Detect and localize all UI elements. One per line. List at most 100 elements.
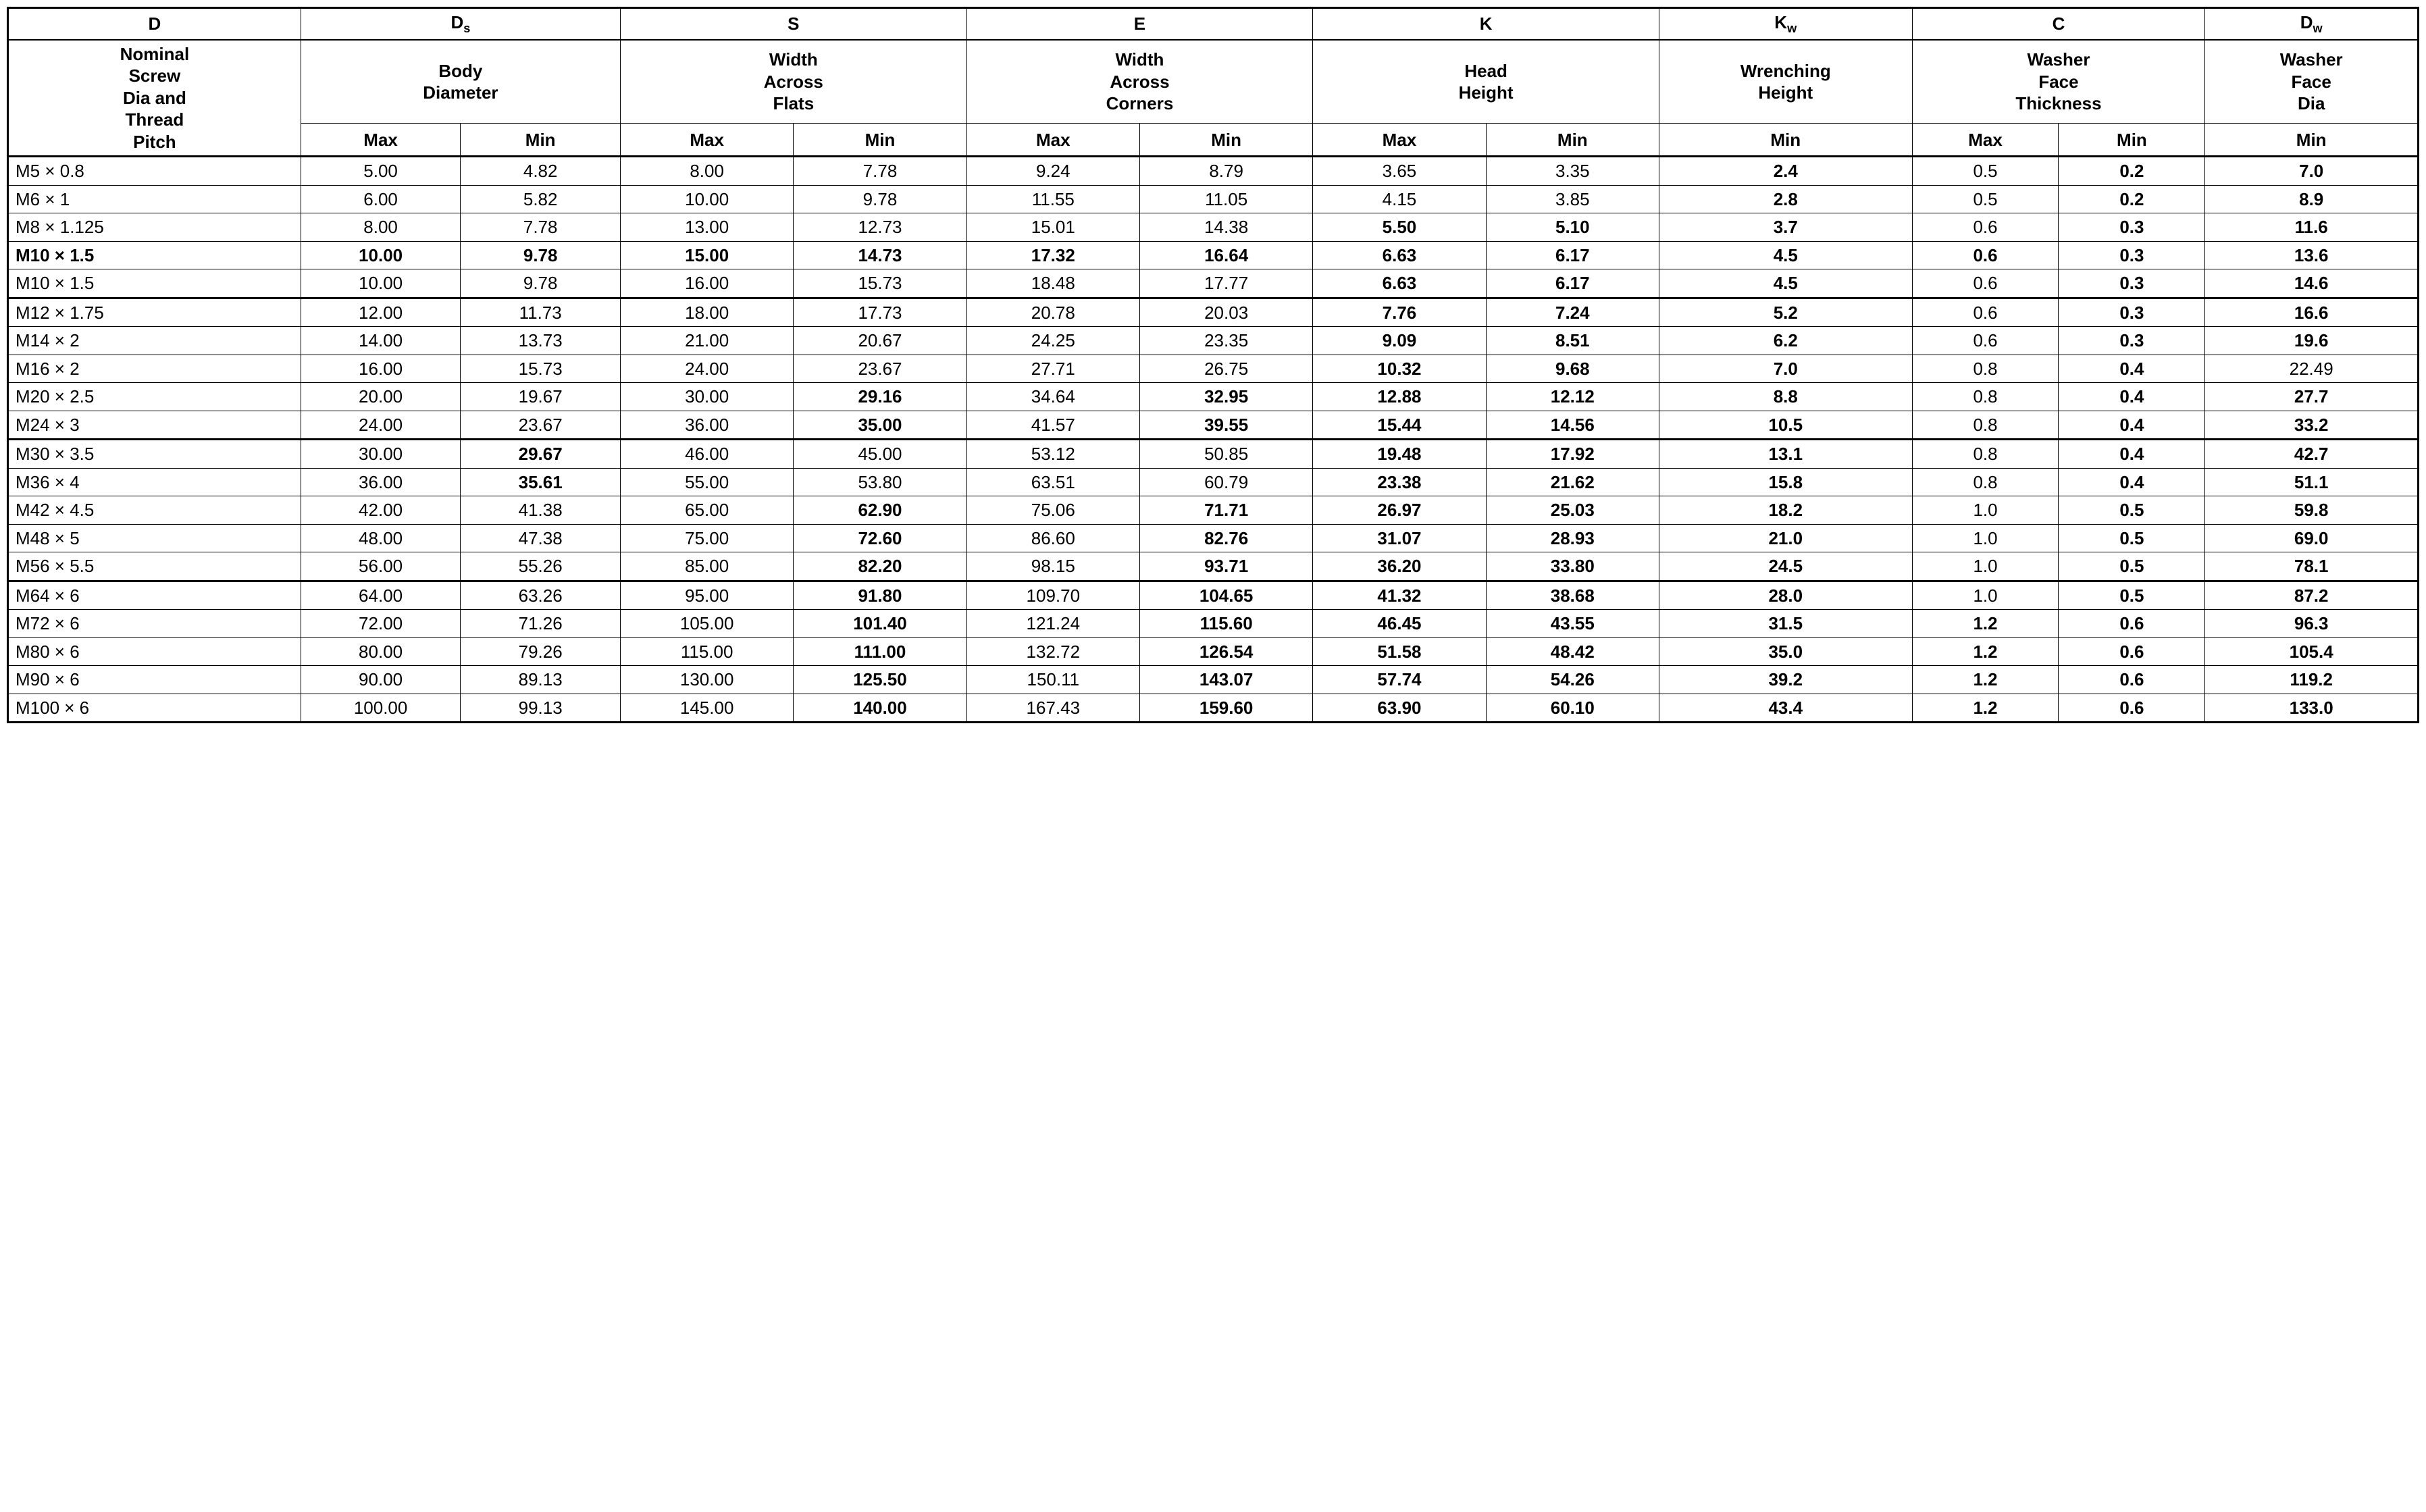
cell-value: 90.00 xyxy=(301,666,461,694)
header-sub-row: MaxMinMaxMinMaxMinMaxMinMinMaxMinMin xyxy=(8,124,2419,157)
cell-value: 0.6 xyxy=(2059,694,2205,723)
cell-value: 13.00 xyxy=(620,213,793,242)
table-row: M10 × 1.510.009.7815.0014.7317.3216.646.… xyxy=(8,241,2419,269)
cell-value: 0.8 xyxy=(1912,383,2059,411)
cell-size: M90 × 6 xyxy=(8,666,301,694)
header-desc: BodyDiameter xyxy=(301,40,620,124)
cell-value: 0.5 xyxy=(1912,185,2059,213)
cell-value: 32.95 xyxy=(1139,383,1312,411)
cell-value: 20.67 xyxy=(794,327,966,355)
header-symbol: S xyxy=(620,8,966,40)
cell-value: 3.85 xyxy=(1486,185,1659,213)
cell-value: 16.6 xyxy=(2205,298,2419,327)
cell-value: 14.6 xyxy=(2205,269,2419,298)
cell-value: 15.00 xyxy=(620,241,793,269)
cell-value: 18.48 xyxy=(966,269,1139,298)
cell-value: 0.3 xyxy=(2059,213,2205,242)
cell-value: 101.40 xyxy=(794,610,966,638)
table-row: M20 × 2.520.0019.6730.0029.1634.6432.951… xyxy=(8,383,2419,411)
cell-value: 86.60 xyxy=(966,524,1139,552)
cell-value: 111.00 xyxy=(794,637,966,666)
cell-value: 21.62 xyxy=(1486,468,1659,496)
cell-value: 35.61 xyxy=(461,468,621,496)
cell-value: 5.10 xyxy=(1486,213,1659,242)
cell-value: 38.68 xyxy=(1486,581,1659,610)
cell-value: 91.80 xyxy=(794,581,966,610)
cell-value: 30.00 xyxy=(301,440,461,469)
cell-value: 10.00 xyxy=(620,185,793,213)
cell-size: M10 × 1.5 xyxy=(8,269,301,298)
cell-value: 23.35 xyxy=(1139,327,1312,355)
cell-value: 89.13 xyxy=(461,666,621,694)
cell-value: 17.77 xyxy=(1139,269,1312,298)
header-symbols-row: DDsSEKKwCDw xyxy=(8,8,2419,40)
cell-value: 0.5 xyxy=(2059,524,2205,552)
cell-value: 14.00 xyxy=(301,327,461,355)
cell-value: 0.6 xyxy=(2059,637,2205,666)
cell-value: 72.00 xyxy=(301,610,461,638)
cell-value: 19.48 xyxy=(1313,440,1486,469)
header-sub: Max xyxy=(620,124,793,157)
cell-value: 53.12 xyxy=(966,440,1139,469)
cell-value: 3.65 xyxy=(1313,157,1486,186)
cell-value: 0.5 xyxy=(2059,552,2205,581)
cell-value: 41.32 xyxy=(1313,581,1486,610)
table-row: M16 × 216.0015.7324.0023.6727.7126.7510.… xyxy=(8,355,2419,383)
cell-value: 47.38 xyxy=(461,524,621,552)
cell-value: 130.00 xyxy=(620,666,793,694)
cell-value: 71.26 xyxy=(461,610,621,638)
cell-size: M80 × 6 xyxy=(8,637,301,666)
cell-size: M20 × 2.5 xyxy=(8,383,301,411)
cell-value: 98.15 xyxy=(966,552,1139,581)
cell-value: 12.73 xyxy=(794,213,966,242)
cell-value: 36.00 xyxy=(620,411,793,440)
cell-value: 115.00 xyxy=(620,637,793,666)
cell-value: 8.00 xyxy=(301,213,461,242)
cell-value: 8.8 xyxy=(1659,383,1912,411)
cell-value: 105.00 xyxy=(620,610,793,638)
cell-value: 75.00 xyxy=(620,524,793,552)
cell-value: 14.73 xyxy=(794,241,966,269)
cell-value: 0.6 xyxy=(1912,269,2059,298)
cell-size: M8 × 1.125 xyxy=(8,213,301,242)
cell-value: 11.55 xyxy=(966,185,1139,213)
cell-value: 21.00 xyxy=(620,327,793,355)
cell-value: 42.7 xyxy=(2205,440,2419,469)
cell-value: 109.70 xyxy=(966,581,1139,610)
cell-value: 95.00 xyxy=(620,581,793,610)
cell-value: 5.00 xyxy=(301,157,461,186)
cell-value: 63.51 xyxy=(966,468,1139,496)
table-row: M80 × 680.0079.26115.00111.00132.72126.5… xyxy=(8,637,2419,666)
header-sub: Min xyxy=(1139,124,1312,157)
cell-value: 39.2 xyxy=(1659,666,1912,694)
cell-value: 24.00 xyxy=(301,411,461,440)
cell-value: 0.4 xyxy=(2059,468,2205,496)
cell-size: M56 × 5.5 xyxy=(8,552,301,581)
cell-value: 51.58 xyxy=(1313,637,1486,666)
cell-value: 59.8 xyxy=(2205,496,2419,525)
cell-value: 12.00 xyxy=(301,298,461,327)
cell-size: M100 × 6 xyxy=(8,694,301,723)
cell-value: 167.43 xyxy=(966,694,1139,723)
header-sub: Max xyxy=(301,124,461,157)
cell-value: 24.00 xyxy=(620,355,793,383)
screw-dimensions-table: DDsSEKKwCDw NominalScrewDia andThreadPit… xyxy=(7,7,2419,723)
header-sub: Min xyxy=(461,124,621,157)
cell-value: 159.60 xyxy=(1139,694,1312,723)
cell-value: 26.75 xyxy=(1139,355,1312,383)
cell-value: 79.26 xyxy=(461,637,621,666)
cell-value: 46.00 xyxy=(620,440,793,469)
cell-value: 6.17 xyxy=(1486,241,1659,269)
cell-value: 0.4 xyxy=(2059,411,2205,440)
cell-value: 0.8 xyxy=(1912,440,2059,469)
cell-value: 12.12 xyxy=(1486,383,1659,411)
cell-value: 11.05 xyxy=(1139,185,1312,213)
cell-value: 5.2 xyxy=(1659,298,1912,327)
cell-value: 1.0 xyxy=(1912,552,2059,581)
cell-size: M10 × 1.5 xyxy=(8,241,301,269)
table-row: M42 × 4.542.0041.3865.0062.9075.0671.712… xyxy=(8,496,2419,525)
header-desc: WasherFaceThickness xyxy=(1912,40,2205,124)
cell-value: 18.00 xyxy=(620,298,793,327)
table-header: DDsSEKKwCDw NominalScrewDia andThreadPit… xyxy=(8,8,2419,157)
cell-value: 93.71 xyxy=(1139,552,1312,581)
